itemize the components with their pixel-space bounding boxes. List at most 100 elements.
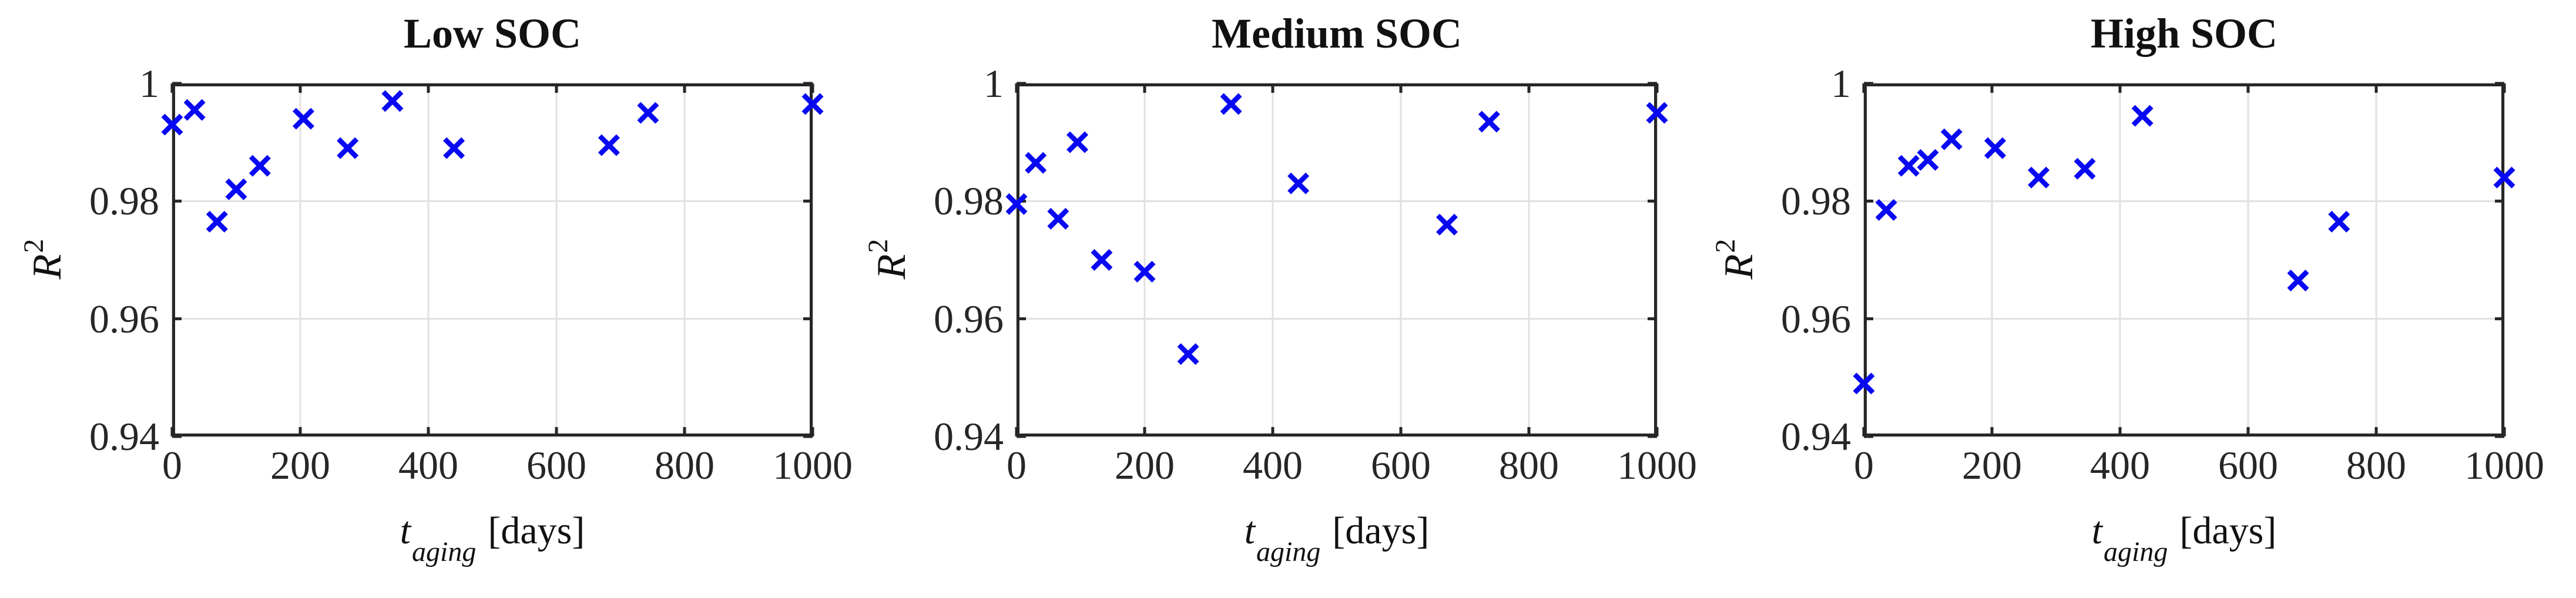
plot-area (1853, 82, 2515, 438)
data-point-marker (1984, 137, 2006, 159)
x-axis-variable: t (1244, 509, 1256, 552)
data-point-marker (1133, 261, 1156, 283)
x-tick-label: 0 (1854, 443, 1874, 488)
y-axis-exponent: 2 (1709, 238, 1741, 253)
data-point-marker (1646, 102, 1668, 124)
data-point-marker (183, 99, 206, 121)
data-point-marker (225, 178, 247, 200)
x-tick-label: 0 (1007, 443, 1027, 488)
x-tick-label: 400 (2090, 443, 2150, 488)
plot-area (161, 82, 824, 438)
y-axis-variable: R (1716, 254, 1762, 280)
x-tick-label: 200 (270, 443, 330, 488)
panel-high-soc: High SOC R2 taging [days] 0 200 400 600 800 10… (1692, 0, 2552, 598)
y-tick-label: 0.98 (934, 179, 1004, 224)
data-point-marker (1177, 343, 1199, 365)
data-point-marker (1220, 93, 1242, 115)
y-axis-variable: R (869, 254, 915, 280)
y-axis-exponent: 2 (18, 238, 49, 253)
y-axis-label: R2 (18, 239, 71, 280)
x-tick-label: 600 (526, 443, 586, 488)
data-point-marker (598, 134, 620, 156)
x-tick-label: 800 (1499, 443, 1559, 488)
x-axis-label: taging [days] (1864, 509, 2504, 567)
data-point-marker (1897, 154, 1920, 177)
data-point-marker (1047, 207, 1069, 230)
x-tick-label: 400 (1243, 443, 1303, 488)
x-tick-label: 0 (162, 443, 182, 488)
data-point-marker (1853, 372, 1875, 395)
y-tick-label: 0.94 (89, 414, 159, 459)
data-point-marker (2131, 105, 2154, 127)
data-point-marker (292, 107, 314, 130)
x-axis-unit: [days] (488, 509, 585, 552)
y-axis-label: R2 (863, 239, 915, 280)
y-tick-label: 0.96 (89, 296, 159, 341)
y-tick-label: 0.98 (1781, 179, 1851, 224)
x-tick-label: 1000 (2464, 443, 2544, 488)
axes-box (1864, 83, 2504, 436)
x-axis-label: taging [days] (172, 509, 813, 567)
y-tick-label: 0.98 (89, 179, 159, 224)
y-tick-label: 0.94 (1781, 414, 1851, 459)
data-point-marker (1066, 131, 1089, 153)
y-tick-label: 1 (984, 61, 1004, 106)
data-point-marker (381, 90, 404, 112)
panel-title: High SOC (2090, 10, 2278, 57)
x-axis-variable: t (2091, 509, 2103, 552)
y-axis-variable: R (25, 254, 71, 280)
x-tick-label: 1000 (1617, 443, 1697, 488)
x-tick-label: 1000 (773, 443, 853, 488)
x-tick-label: 200 (1962, 443, 2022, 488)
x-axis-unit: [days] (1332, 509, 1430, 552)
data-point-marker (1917, 149, 1939, 171)
panel-medium-soc: Medium SOC R2 taging [days] 0 200 400 600 800… (844, 0, 1705, 598)
data-point-marker (1025, 152, 1047, 174)
y-tick-label: 0.96 (1781, 296, 1851, 341)
data-point-marker (1875, 199, 1897, 221)
plot-area (1005, 82, 1668, 438)
panel-low-soc: Low SOC R2 taging [days] 0 200 400 600 800 100… (0, 0, 861, 598)
y-tick-label: 0.96 (934, 296, 1004, 341)
x-tick-label: 800 (655, 443, 715, 488)
x-tick-label: 600 (1371, 443, 1431, 488)
data-point-marker (637, 102, 659, 124)
data-point-marker (337, 137, 359, 159)
data-point-marker (2328, 210, 2350, 233)
x-axis-variable: t (400, 509, 411, 552)
y-axis-label: R2 (1710, 239, 1762, 280)
data-point-marker (2287, 270, 2309, 292)
data-point-marker (2028, 166, 2050, 189)
data-point-marker (1005, 193, 1028, 215)
panel-title: Low SOC (403, 10, 582, 57)
data-point-marker (206, 210, 228, 233)
y-axis-exponent: 2 (862, 238, 894, 253)
data-point-marker (1091, 248, 1113, 271)
data-point-marker (1478, 110, 1500, 133)
data-point-marker (1435, 213, 1458, 236)
panel-title: Medium SOC (1211, 10, 1463, 57)
y-tick-label: 0.94 (934, 414, 1004, 459)
data-point-marker (249, 154, 271, 177)
y-tick-label: 1 (139, 61, 159, 106)
x-tick-label: 200 (1115, 443, 1175, 488)
x-axis-label: taging [days] (1017, 509, 1657, 567)
x-tick-label: 400 (398, 443, 458, 488)
x-axis-subscript: aging (2104, 536, 2168, 567)
data-point-marker (801, 93, 824, 115)
data-point-marker (1287, 172, 1310, 194)
x-tick-label: 600 (2218, 443, 2278, 488)
data-point-marker (2074, 157, 2096, 180)
axes-box (1017, 83, 1657, 436)
data-point-marker (2493, 166, 2515, 189)
data-point-marker (443, 137, 465, 159)
axes-box (172, 83, 813, 436)
y-tick-label: 1 (1831, 61, 1851, 106)
x-axis-unit: [days] (2179, 509, 2277, 552)
x-axis-subscript: aging (412, 536, 477, 567)
x-axis-subscript: aging (1256, 536, 1321, 567)
data-point-marker (161, 113, 183, 136)
x-tick-label: 800 (2346, 443, 2406, 488)
data-point-marker (1940, 128, 1963, 150)
